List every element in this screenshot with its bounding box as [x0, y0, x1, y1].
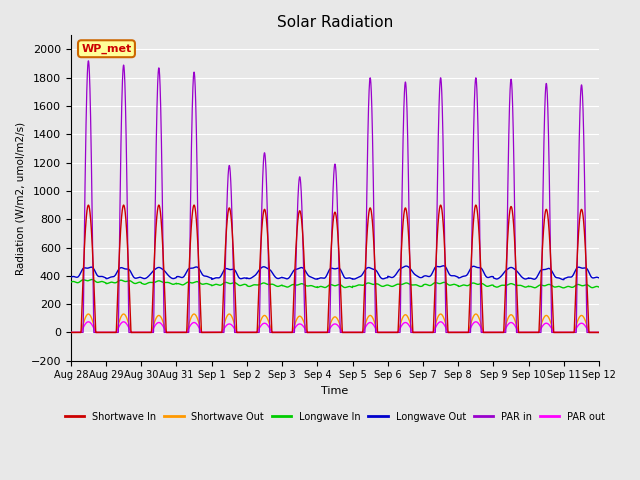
- Text: WP_met: WP_met: [81, 44, 132, 54]
- X-axis label: Time: Time: [321, 386, 349, 396]
- Y-axis label: Radiation (W/m2, umol/m2/s): Radiation (W/m2, umol/m2/s): [15, 121, 25, 275]
- Legend: Shortwave In, Shortwave Out, Longwave In, Longwave Out, PAR in, PAR out: Shortwave In, Shortwave Out, Longwave In…: [61, 408, 609, 426]
- Title: Solar Radiation: Solar Radiation: [277, 15, 393, 30]
